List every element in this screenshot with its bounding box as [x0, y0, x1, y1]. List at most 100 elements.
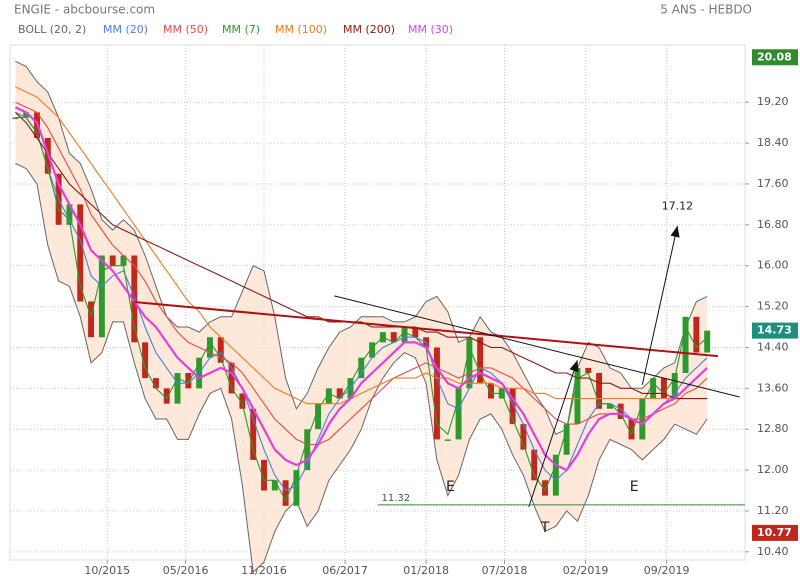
- y-tick-label: 12.00: [757, 463, 789, 476]
- x-tick-label: 02/2019: [563, 564, 609, 577]
- price-bar: [109, 255, 116, 266]
- price-bar: [239, 393, 246, 409]
- price-bar: [596, 373, 603, 409]
- legend-entry: MM (200): [343, 23, 395, 36]
- price-bar: [542, 480, 549, 496]
- price-bar: [142, 342, 149, 379]
- price-bar: [520, 424, 527, 450]
- price-bar: [628, 418, 635, 440]
- price-bar: [88, 301, 95, 338]
- price-bar: [671, 373, 678, 399]
- price-bar: [271, 480, 278, 491]
- y-tick-label: 14.40: [757, 340, 789, 353]
- y-tick-label: 10.40: [757, 545, 789, 558]
- price-bar: [412, 327, 419, 338]
- high-box-label: 20.08: [757, 50, 792, 63]
- price-bar: [488, 383, 494, 399]
- high-box: [752, 49, 798, 66]
- price-bar: [12, 117, 19, 120]
- x-tick-label: 10/2015: [84, 564, 130, 577]
- price-bar: [433, 347, 440, 440]
- x-tick-label: 07/2018: [482, 564, 528, 577]
- x-tick-label: 11/2016: [241, 564, 287, 577]
- pattern-label: T: [540, 520, 550, 536]
- x-tick-label: 06/2017: [322, 564, 368, 577]
- legend-entry: MM (20): [103, 23, 148, 36]
- legend-entry: BOLL (20, 2): [18, 23, 86, 36]
- y-tick-label: 17.60: [757, 177, 789, 190]
- y-tick-label: 18.40: [757, 136, 789, 149]
- trendline: [528, 360, 578, 508]
- price-bar: [477, 337, 484, 384]
- trendline: [334, 295, 740, 398]
- y-tick-label: 16.00: [757, 259, 789, 272]
- price-bar: [282, 480, 289, 506]
- price-bar: [336, 388, 343, 399]
- price-bar: [585, 367, 592, 374]
- y-tick-label: 15.20: [757, 300, 789, 313]
- x-tick-label: 05/2016: [163, 564, 209, 577]
- price-bar: [304, 429, 311, 471]
- price-bar: [206, 337, 213, 358]
- target-label: 17.12: [662, 199, 694, 212]
- price-bar: [315, 403, 322, 430]
- y-tick-label: 12.80: [757, 422, 789, 435]
- last-box: [752, 322, 798, 339]
- price-bar: [174, 373, 181, 404]
- price-bar: [466, 337, 473, 389]
- price-bar: [693, 316, 700, 353]
- price-bar: [650, 378, 657, 399]
- price-bar: [455, 388, 462, 440]
- price-bar: [606, 403, 613, 409]
- low-box: [752, 524, 798, 541]
- moving-average: [15, 101, 708, 446]
- price-bar: [217, 337, 224, 363]
- price-bar: [185, 373, 192, 389]
- chart-subtitle: 5 ANS - HEBDO: [660, 3, 752, 17]
- price-bar: [163, 388, 170, 404]
- price-bar: [552, 454, 559, 496]
- arrowhead: [670, 225, 680, 238]
- price-bar: [98, 255, 105, 338]
- price-bar: [390, 332, 397, 343]
- y-tick-label: 13.60: [757, 381, 789, 394]
- plot-frame: [9, 44, 746, 561]
- price-bar: [152, 378, 159, 389]
- price-bar: [563, 424, 570, 455]
- price-bar: [660, 378, 667, 399]
- price-bar: [293, 470, 300, 506]
- price-bar: [120, 255, 127, 266]
- price-bar: [358, 357, 365, 379]
- chart-title: ENGIE - abcbourse.com: [14, 3, 155, 17]
- moving-average: [15, 111, 708, 492]
- price-bar: [325, 388, 332, 404]
- arrowhead: [569, 360, 579, 373]
- trendline: [134, 300, 719, 358]
- price-bar: [574, 367, 581, 425]
- price-bar: [250, 408, 257, 460]
- price-bar: [509, 388, 516, 425]
- price-bar: [66, 204, 73, 225]
- price-bar: [444, 439, 451, 441]
- price-bar: [682, 316, 689, 374]
- price-bar: [531, 449, 538, 481]
- y-tick-label: 19.20: [757, 95, 789, 108]
- low-box-label: 10.77: [757, 526, 792, 539]
- price-bar: [369, 342, 376, 358]
- moving-average: [15, 86, 708, 405]
- price-bar: [77, 204, 84, 302]
- x-tick-label: 09/2019: [644, 564, 690, 577]
- support-label: 11.32: [382, 493, 411, 504]
- last-box-label: 14.73: [757, 324, 792, 337]
- price-bar: [617, 403, 624, 419]
- price-bar: [401, 327, 408, 343]
- price-bar: [704, 330, 711, 353]
- pattern-label: E: [630, 479, 639, 495]
- moving-average: [15, 116, 708, 502]
- price-bar: [23, 112, 30, 118]
- pattern-label: E: [446, 479, 455, 495]
- price-bar: [228, 362, 235, 394]
- price-bar: [261, 459, 267, 491]
- legend-entry: MM (50): [163, 23, 208, 36]
